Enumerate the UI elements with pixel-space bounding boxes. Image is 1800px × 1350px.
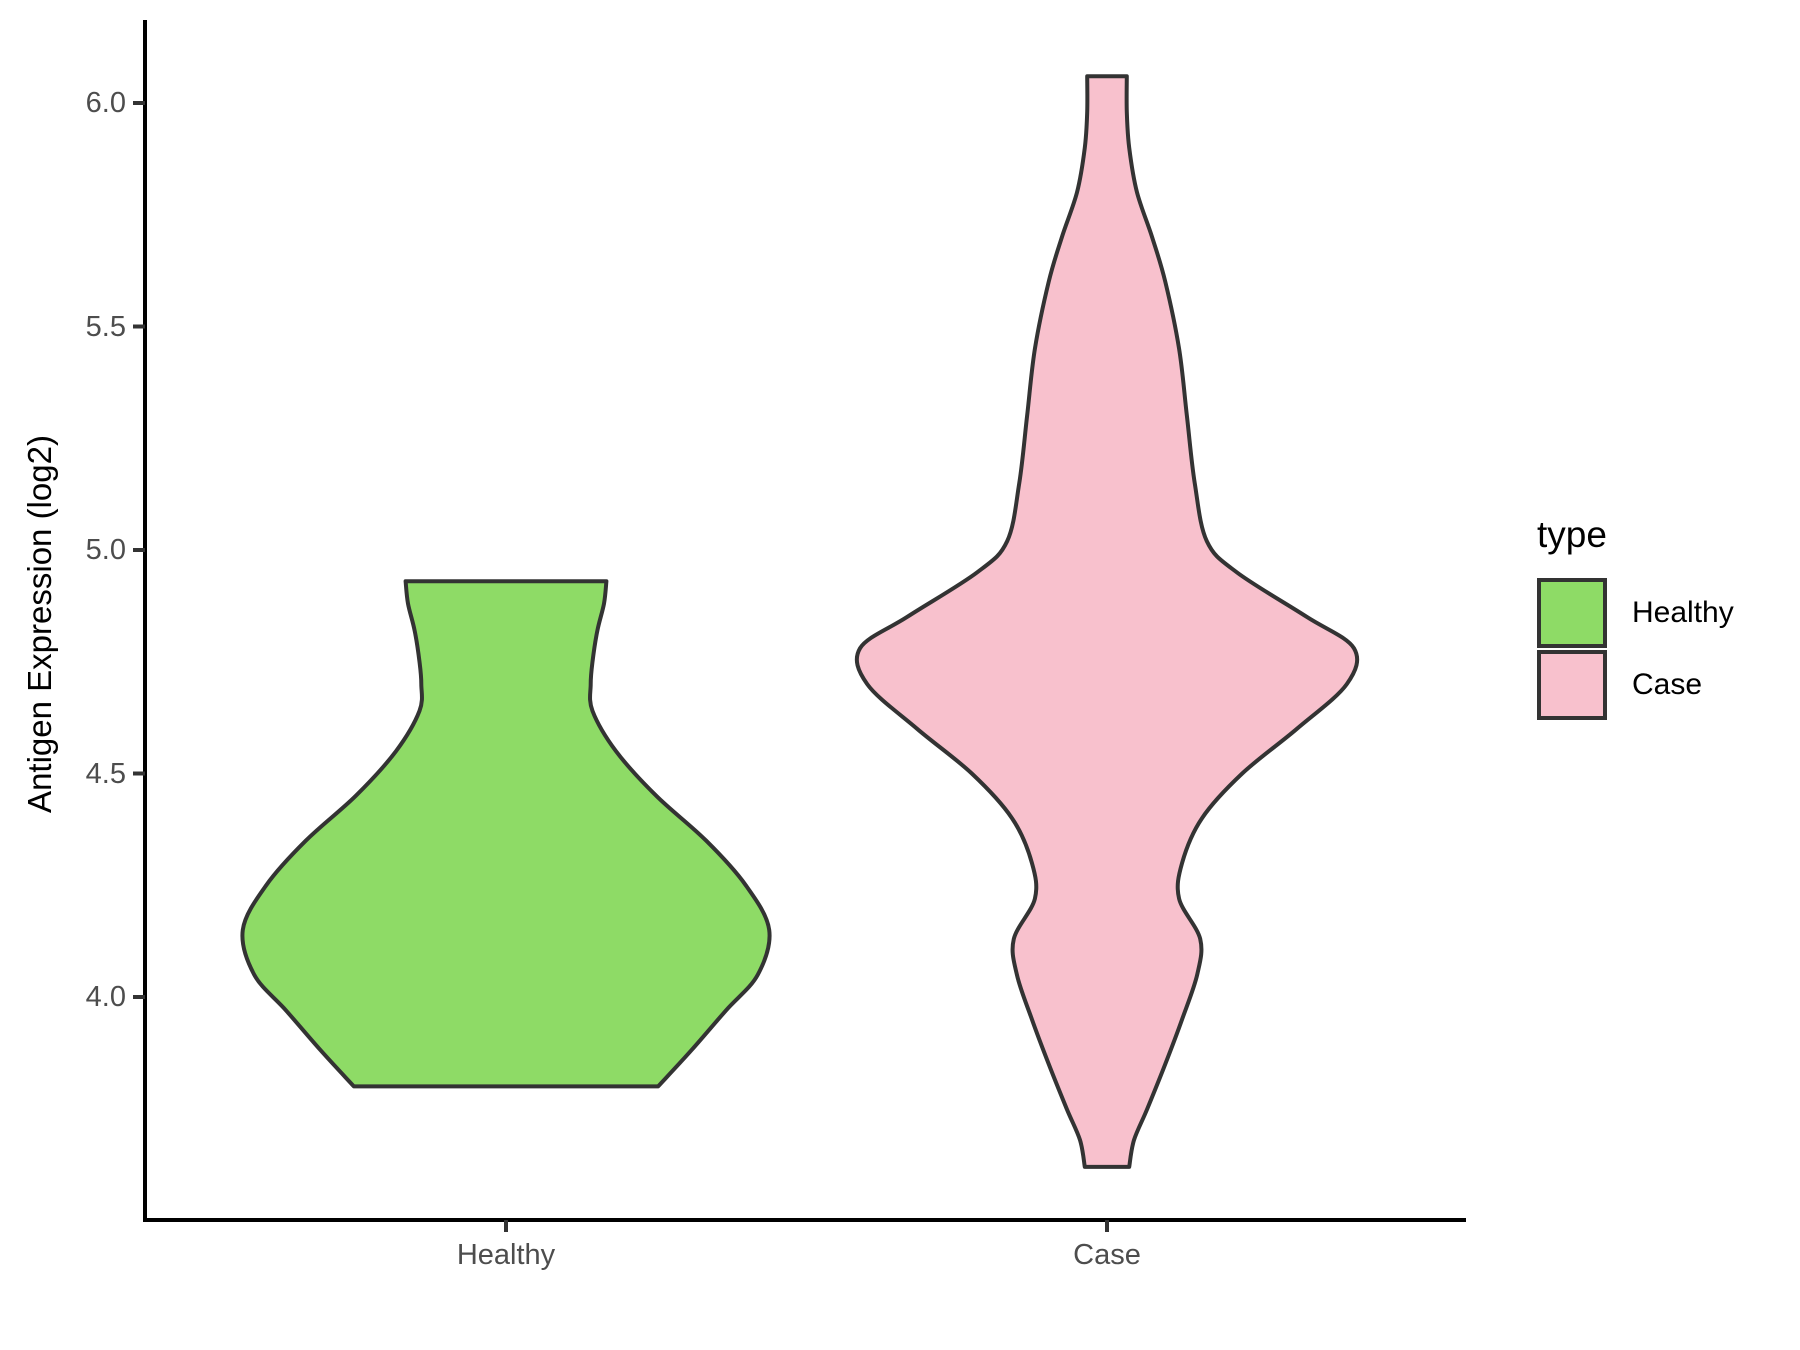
y-tick-label: 4.5 xyxy=(85,757,126,790)
y-axis-title: Antigen Expression (log2) xyxy=(21,435,58,813)
x-tick-label-case: Case xyxy=(1073,1239,1141,1271)
legend: type Healthy Case xyxy=(1537,514,1734,722)
legend-entry-healthy: Healthy xyxy=(1537,578,1734,648)
y-tick-label: 4.0 xyxy=(85,981,126,1013)
legend-swatch-healthy xyxy=(1537,578,1607,648)
legend-entry-case: Case xyxy=(1537,650,1734,720)
x-tick-label-healthy: Healthy xyxy=(456,1239,556,1271)
violin-healthy xyxy=(240,579,772,1089)
legend-swatch-case xyxy=(1537,650,1607,720)
y-tick-label: 5.5 xyxy=(85,310,126,343)
violin-case xyxy=(854,74,1360,1169)
legend-entries: Healthy Case xyxy=(1537,578,1734,720)
y-tick-label: 5.0 xyxy=(85,534,126,566)
legend-label: Healthy xyxy=(1632,596,1734,629)
y-tick-label: 6.0 xyxy=(85,87,126,119)
legend-label: Case xyxy=(1632,668,1703,701)
legend-title: type xyxy=(1537,514,1607,555)
